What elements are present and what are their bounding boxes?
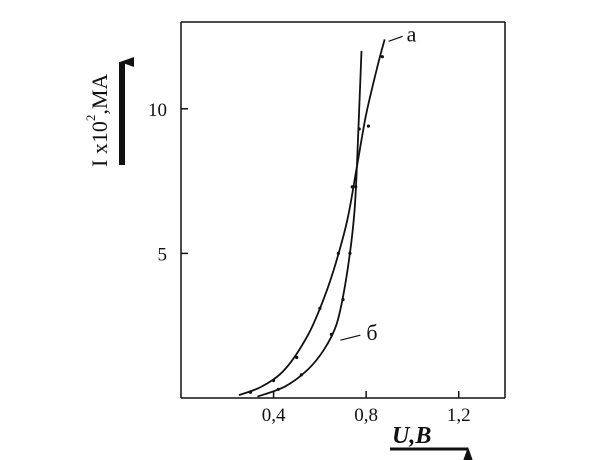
- series-line-a: [238, 39, 386, 396]
- y-ticks: 5 10: [148, 100, 188, 265]
- data-point: [248, 390, 253, 394]
- data-point: [348, 251, 352, 255]
- data-point: [366, 124, 371, 128]
- data-point: [350, 185, 354, 189]
- x-tick-label: 0,4: [262, 405, 286, 426]
- data-point: [271, 379, 276, 383]
- data-point: [380, 55, 384, 59]
- data-point: [295, 355, 299, 360]
- data-point: [336, 251, 340, 255]
- data-point: [341, 298, 345, 302]
- x-tick-label: 1,2: [447, 405, 471, 426]
- curve-label-b: б: [366, 320, 377, 345]
- y-tick-label: 5: [158, 244, 168, 265]
- data-point: [276, 387, 280, 391]
- x-axis-title: U,B: [392, 423, 431, 449]
- data-point: [354, 185, 358, 189]
- data-point: [357, 127, 361, 131]
- y-axis-title: I x102,MA: [83, 74, 112, 167]
- curve-label-a: a: [407, 21, 417, 46]
- y-axis-title-group: I x102,MA: [83, 57, 134, 167]
- label-leader-a: [388, 35, 403, 42]
- data-point: [299, 373, 303, 377]
- x-tick-label: 0,8: [354, 405, 378, 426]
- y-axis-title-main: I x10: [87, 121, 112, 167]
- y-axis-title-superscript: 2: [83, 115, 98, 122]
- x-axis-title-group: U,B: [390, 423, 473, 460]
- y-axis-title-unit: ,MA: [87, 74, 112, 115]
- label-leader-b: [340, 334, 361, 341]
- data-point: [329, 332, 334, 336]
- curve-labels: aб: [340, 21, 417, 345]
- x-ticks: 0,4 0,8 1,2: [262, 391, 471, 426]
- data-point: [318, 306, 322, 310]
- y-tick-label: 10: [148, 100, 167, 121]
- series-group: [238, 39, 386, 398]
